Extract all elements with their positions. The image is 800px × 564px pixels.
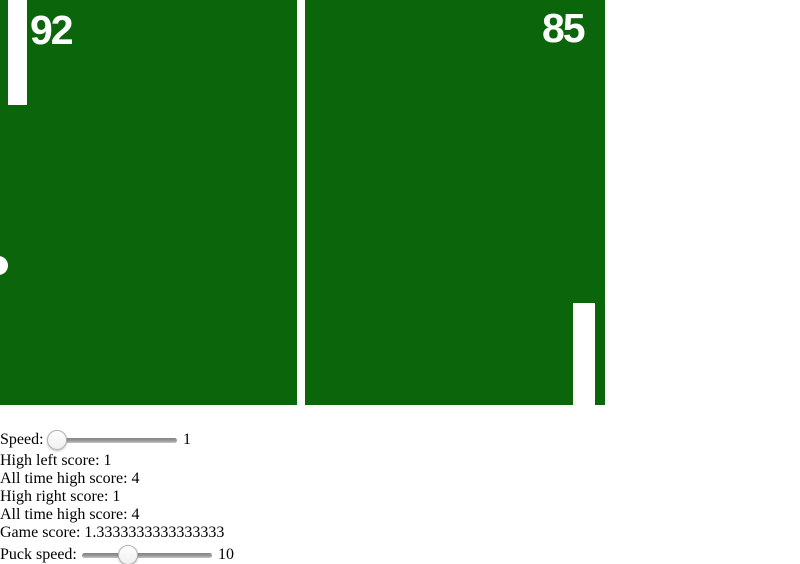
puck-speed-value: 10 — [218, 546, 234, 563]
puck-speed-slider-track[interactable] — [82, 553, 212, 558]
left-paddle — [8, 0, 27, 105]
high-left-score-text: High left score: 1 — [0, 452, 112, 469]
all-time-high-right-text: All time high score: 4 — [0, 506, 140, 523]
puck-speed-slider[interactable] — [82, 545, 212, 564]
speed-value: 1 — [183, 431, 191, 448]
all-time-high-left-text: All time high score: 4 — [0, 470, 140, 487]
puck-speed-control-row: Puck speed: 10 — [0, 544, 800, 564]
speed-slider-track[interactable] — [47, 438, 177, 443]
puck — [0, 256, 8, 275]
right-paddle — [573, 303, 595, 405]
game-score-text: Game score: 1.3333333333333333 — [0, 524, 225, 541]
speed-label: Speed: — [0, 431, 44, 448]
puck-speed-label: Puck speed: — [0, 546, 77, 563]
slider-thumb[interactable] — [47, 430, 67, 450]
left-score: 92 — [30, 7, 74, 53]
right-score: 85 — [542, 5, 586, 51]
speed-slider[interactable] — [47, 430, 177, 450]
right-game-canvas[interactable]: 85 — [305, 0, 605, 405]
slider-thumb[interactable] — [118, 545, 138, 564]
high-right-score-text: High right score: 1 — [0, 488, 121, 505]
left-game-canvas[interactable]: 92 — [0, 0, 297, 405]
speed-control-row: Speed: 1 — [0, 429, 800, 451]
